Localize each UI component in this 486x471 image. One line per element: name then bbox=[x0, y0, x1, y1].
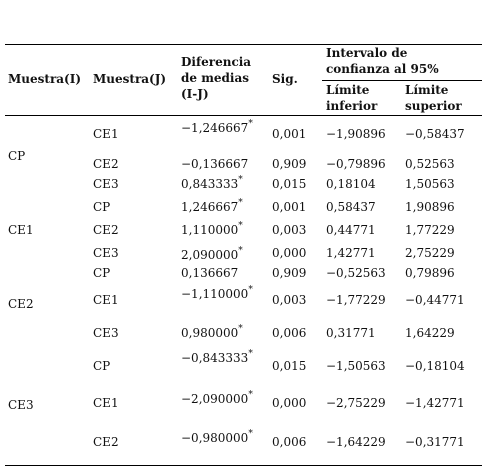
upper: 1,90896 bbox=[405, 200, 455, 214]
lower: −1,50563 bbox=[326, 359, 386, 373]
top-rule bbox=[5, 44, 482, 45]
lower: −1,90896 bbox=[326, 127, 386, 141]
lower: −0,79896 bbox=[326, 157, 386, 171]
upper: 2,75229 bbox=[405, 246, 455, 260]
upper: 1,64229 bbox=[405, 326, 455, 340]
sig: 0,015 bbox=[272, 359, 307, 373]
difference: −0,843333* bbox=[181, 349, 253, 366]
lower: −2,75229 bbox=[326, 396, 386, 410]
muestra-j: CE2 bbox=[93, 435, 119, 449]
lower: 0,31771 bbox=[326, 326, 376, 340]
upper: −1,42771 bbox=[405, 396, 465, 410]
lower: 0,18104 bbox=[326, 177, 376, 191]
significance-mark: * bbox=[248, 119, 253, 129]
header-rule bbox=[5, 115, 482, 116]
upper: −0,58437 bbox=[405, 127, 465, 141]
muestra-j: CE3 bbox=[93, 177, 119, 191]
difference: −2,090000* bbox=[181, 390, 253, 407]
header: Sig. bbox=[272, 72, 298, 86]
header: Límite superior bbox=[405, 83, 462, 113]
difference: 2,090000* bbox=[181, 246, 243, 263]
sig: 0,000 bbox=[272, 246, 307, 260]
upper: −0,18104 bbox=[405, 359, 465, 373]
significance-mark: * bbox=[238, 324, 243, 334]
upper: −0,44771 bbox=[405, 293, 465, 307]
significance-mark: * bbox=[248, 429, 253, 439]
lower: −1,64229 bbox=[326, 435, 386, 449]
header: Muestra(J) bbox=[93, 72, 167, 86]
sig: 0,003 bbox=[272, 223, 307, 237]
sig: 0,006 bbox=[272, 326, 307, 340]
difference: 1,246667* bbox=[181, 198, 243, 215]
significance-mark: * bbox=[238, 175, 243, 185]
difference: −1,110000* bbox=[181, 285, 253, 302]
muestra-j: CE2 bbox=[93, 157, 119, 171]
lower: 1,42771 bbox=[326, 246, 376, 260]
significance-mark: * bbox=[248, 285, 253, 295]
significance-mark: * bbox=[238, 246, 243, 256]
group-label: CE2 bbox=[8, 297, 34, 311]
significance-mark: * bbox=[238, 221, 243, 231]
muestra-j: CE1 bbox=[93, 127, 119, 141]
muestra-j: CE3 bbox=[93, 326, 119, 340]
difference: 0,136667 bbox=[181, 266, 239, 280]
sig: 0,003 bbox=[272, 293, 307, 307]
significance-mark: * bbox=[248, 349, 253, 359]
upper: −0,31771 bbox=[405, 435, 465, 449]
difference: 0,843333* bbox=[181, 175, 243, 192]
header: Límite inferior bbox=[326, 83, 378, 113]
group-rule bbox=[322, 80, 482, 81]
group-label: CE3 bbox=[8, 398, 34, 412]
muestra-j: CP bbox=[93, 359, 111, 373]
difference: −0,136667 bbox=[181, 157, 249, 171]
sig: 0,909 bbox=[272, 266, 307, 280]
difference: −0,980000* bbox=[181, 429, 253, 446]
lower: −0,52563 bbox=[326, 266, 386, 280]
significance-mark: * bbox=[238, 198, 243, 208]
muestra-j: CP bbox=[93, 266, 111, 280]
muestra-j: CP bbox=[93, 200, 111, 214]
sig: 0,909 bbox=[272, 157, 307, 171]
group-label: CE1 bbox=[8, 223, 34, 237]
sig: 0,000 bbox=[272, 396, 307, 410]
muestra-j: CE2 bbox=[93, 223, 119, 237]
group-label: CP bbox=[8, 149, 26, 163]
lower: −1,77229 bbox=[326, 293, 386, 307]
lower: 0,44771 bbox=[326, 223, 376, 237]
sig: 0,015 bbox=[272, 177, 307, 191]
upper: 1,50563 bbox=[405, 177, 455, 191]
muestra-j: CE3 bbox=[93, 246, 119, 260]
upper: 0,52563 bbox=[405, 157, 455, 171]
sig: 0,001 bbox=[272, 127, 307, 141]
sig: 0,006 bbox=[272, 435, 307, 449]
header: Diferencia de medias (I-J) bbox=[181, 55, 252, 101]
upper: 0,79896 bbox=[405, 266, 455, 280]
muestra-j: CE1 bbox=[93, 396, 119, 410]
bottom-rule bbox=[5, 465, 482, 466]
upper: 1,77229 bbox=[405, 223, 455, 237]
sig: 0,001 bbox=[272, 200, 307, 214]
header: Intervalo de confianza al 95% bbox=[326, 46, 439, 76]
significance-mark: * bbox=[248, 390, 253, 400]
difference: 0,980000* bbox=[181, 324, 243, 341]
difference: −1,246667* bbox=[181, 119, 253, 136]
lower: 0,58437 bbox=[326, 200, 376, 214]
muestra-j: CE1 bbox=[93, 293, 119, 307]
difference: 1,110000* bbox=[181, 221, 243, 238]
header: Muestra(I) bbox=[8, 72, 82, 86]
